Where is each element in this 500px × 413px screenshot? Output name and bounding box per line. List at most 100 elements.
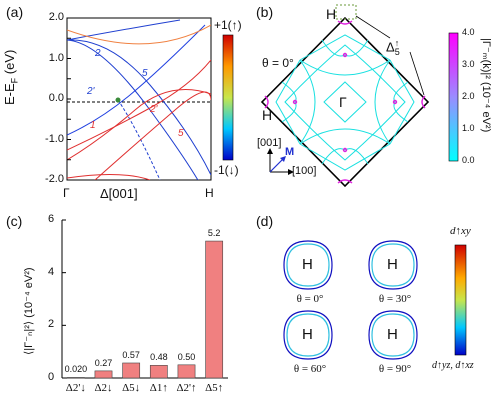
- panel-d-theta-label: θ = 90°: [378, 363, 412, 375]
- fermi-contour-inner: [371, 313, 415, 357]
- panel-b-cbar-tick: 1.0: [462, 123, 475, 133]
- bar: [149, 365, 168, 379]
- bar-value-label: 0.50: [177, 351, 196, 362]
- panel-d-h-label: H: [302, 256, 313, 273]
- fermi-contour-outer: [368, 240, 418, 290]
- fermi-contour-inner: [286, 243, 330, 287]
- panel-b-colorbar: [448, 32, 459, 162]
- panel-d-h-label: H: [302, 326, 313, 343]
- band-5-majority: [94, 91, 211, 180]
- bar-category-label: Δ2↓: [94, 382, 113, 394]
- panel-a-x-right: H: [205, 186, 214, 200]
- bar-value-label: 0.48: [150, 352, 168, 363]
- panel-c-ylabel: ⟨|Γ⁻ₙ|²⟩ (10⁻⁴ eV²): [23, 267, 35, 355]
- panel-a-ylabel: E-EF (eV): [2, 50, 20, 105]
- delta-arrow-right: [409, 51, 425, 96]
- ylabel-unit: (eV): [2, 49, 17, 75]
- panel-a-xlabel: Δ[001]: [100, 186, 138, 201]
- panel-d-shapes: [283, 240, 418, 360]
- brillouin-zone-diamond: [260, 16, 430, 188]
- delta-sub: 5: [394, 46, 400, 57]
- bar: [66, 377, 85, 379]
- panel-c-ytick-label: 0: [48, 371, 55, 383]
- hot-spots: [264, 20, 426, 184]
- fermi-contour-inner: [371, 243, 415, 287]
- panel-b-cbar-tick: 3.0: [462, 59, 475, 69]
- bar-value-label: 5.2: [207, 228, 221, 239]
- band-upper-majority: [67, 24, 211, 45]
- delta-sup: ↑: [394, 38, 400, 48]
- panel-b-h-left: H: [262, 107, 273, 123]
- panel-d-label: (d): [256, 213, 274, 229]
- panel-d-h-label: H: [387, 256, 398, 273]
- band-upper-minority: [67, 19, 181, 41]
- panel-a-ytick-label: -1.0: [45, 132, 64, 145]
- panel-a-ytick-label: -2.0: [45, 173, 64, 185]
- fermi-contour-outer: [283, 240, 333, 290]
- fermi-contour-outer: [368, 310, 418, 360]
- panel-d-colorbar: [454, 244, 467, 356]
- bar-category-label: Δ5↓: [122, 382, 141, 394]
- fermi-contour-inner: [286, 313, 330, 357]
- colorbar-a-bottom: -1(↓): [214, 163, 239, 177]
- panel-a-label: (a): [6, 4, 24, 20]
- bar-category-label: Δ1↑: [149, 382, 168, 394]
- delta-arrow-top: [355, 15, 391, 39]
- panel-d-theta-label: θ = 60°: [293, 363, 327, 375]
- bar: [94, 370, 113, 379]
- panel-b-gamma: Γ: [339, 94, 347, 110]
- band-2-minority: [67, 39, 211, 176]
- band-5-minority: [67, 39, 199, 180]
- panel-b-theta: θ = 0°: [262, 56, 294, 70]
- bar-value-label: 0.57: [122, 349, 140, 360]
- band-label-2p-red: 2': [150, 104, 158, 115]
- fermi-surface-contours: [275, 34, 415, 171]
- panel-a-ytick-label: 2.0: [48, 11, 64, 23]
- panel-b-cbar-label: |Γ⁻ₘ(k)|² (10⁻⁴ eV²): [480, 38, 492, 133]
- panel-a-colorbar: [222, 34, 234, 161]
- band-low-majority: [67, 173, 151, 180]
- panel-d-cbar-bottom: d↑yz, d↑xz: [432, 360, 474, 371]
- axis-m-arrow: [269, 158, 284, 173]
- panel-c-ytick-label: 6: [48, 213, 55, 225]
- panel-c-label: (c): [6, 213, 23, 229]
- panel-b-delta: Δ5↑: [386, 38, 400, 57]
- panel-d-theta-label: θ = 0°: [296, 293, 324, 305]
- band-label-5-red: 5: [178, 128, 184, 139]
- panel-b-h-top: H: [326, 6, 337, 22]
- panel-c-ytick-label: 4: [48, 265, 55, 278]
- bar-category-label: Δ2'↑: [176, 382, 197, 394]
- axis-m-arrowhead: [280, 156, 286, 162]
- bar-value-label: 0.27: [94, 357, 113, 368]
- panel-b-cbar-tick: 4.0: [462, 27, 475, 37]
- band-2p-majority: [67, 59, 211, 151]
- crossing-marker: [115, 97, 121, 103]
- panel-d-theta-label: θ = 30°: [378, 293, 412, 305]
- band-label-1: 1: [90, 120, 96, 131]
- dir-100-label: [100]: [292, 165, 317, 177]
- delta-symbol: Δ: [386, 39, 395, 55]
- panel-b-cbar-tick: 0.0: [462, 155, 475, 165]
- axis-100-arrowhead: [288, 169, 294, 175]
- panel-b-label: (b): [256, 4, 274, 20]
- panel-d-h-label: H: [387, 326, 398, 343]
- ylabel-main: E-E: [2, 83, 17, 105]
- ylabel-sub: F: [9, 77, 20, 84]
- dir-m-label: M: [285, 146, 295, 158]
- band-dashed-minority: [117, 99, 161, 180]
- band-label-2p-blue: 2': [87, 86, 95, 97]
- fermi-contour-outer: [283, 310, 333, 360]
- panel-a-ytick-label: 1.0: [48, 51, 64, 64]
- band-2p-minority: [67, 24, 206, 136]
- band-label-5-top: 5: [142, 68, 148, 79]
- panel-c-ytick-label: 2: [48, 318, 55, 331]
- band-label-2-top: 2: [95, 48, 101, 59]
- bar: [122, 362, 141, 379]
- panel-b-cbar-tick: 2.0: [462, 91, 475, 101]
- bar-value-label: 0.020: [64, 364, 88, 375]
- band-1-majority: [67, 89, 211, 161]
- colorbar-a-top: +1(↑): [214, 18, 242, 32]
- dir-001-label: [001]: [257, 137, 282, 149]
- bar-category-label: Δ5↑: [205, 382, 224, 394]
